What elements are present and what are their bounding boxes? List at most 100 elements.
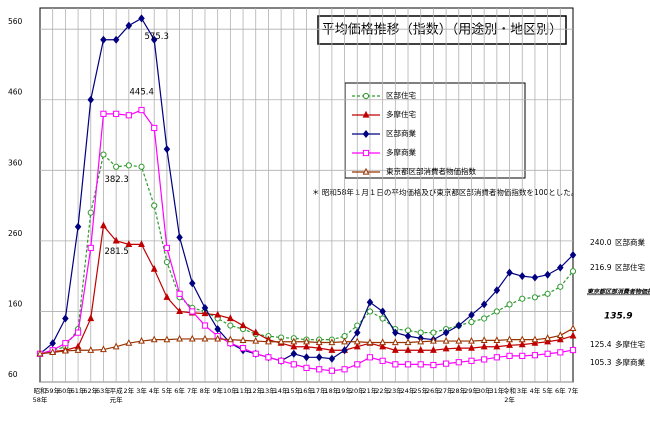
- marker: [455, 336, 463, 344]
- marker: [100, 110, 107, 117]
- marker: [379, 315, 386, 322]
- marker: [163, 244, 171, 252]
- x-tick-label: 10年: [223, 386, 238, 395]
- marker: [341, 366, 348, 373]
- marker: [176, 334, 184, 342]
- marker: [544, 334, 552, 341]
- marker: [265, 337, 272, 345]
- x-tick-label: 6年: [174, 386, 185, 395]
- marker: [328, 367, 335, 374]
- marker: [354, 361, 361, 368]
- marker: [100, 221, 107, 229]
- marker: [163, 335, 171, 343]
- marker: [392, 361, 399, 368]
- x-tick-label: 16年: [299, 386, 314, 395]
- marker: [519, 295, 526, 302]
- x-tick-label: 2年: [124, 386, 135, 395]
- marker: [366, 354, 374, 361]
- x-tick-label: 12年: [248, 386, 263, 395]
- marker: [391, 346, 399, 353]
- marker: [290, 342, 298, 350]
- marker: [481, 315, 488, 322]
- marker: [404, 361, 412, 368]
- marker: [493, 336, 501, 343]
- x-tick-label: 5年: [542, 386, 553, 395]
- x-tick-label: 61年: [71, 386, 86, 395]
- marker: [303, 364, 310, 371]
- end-value-label: 240.0: [590, 238, 612, 247]
- marker: [138, 163, 145, 170]
- marker: [531, 335, 539, 343]
- marker: [290, 349, 298, 358]
- marker: [163, 145, 171, 154]
- marker: [303, 353, 310, 362]
- marker: [544, 290, 551, 297]
- x-tick-label: 63年: [96, 386, 111, 395]
- marker: [366, 338, 374, 346]
- marker: [544, 270, 551, 279]
- x-tick-label: 19年: [337, 386, 352, 395]
- marker: [303, 342, 310, 350]
- marker: [163, 293, 171, 300]
- end-series-label: 区部住宅: [615, 262, 645, 272]
- y-tick-label: 560: [8, 17, 23, 26]
- legend-label: 多摩商業: [386, 147, 416, 157]
- x-tick-label: 平成: [110, 386, 124, 395]
- marker: [392, 328, 399, 337]
- marker: [391, 338, 399, 346]
- end-series-label: 多摩住宅: [615, 339, 645, 349]
- end-series-label: 多摩商業: [615, 357, 645, 367]
- marker: [569, 268, 577, 275]
- x-tick-label: 59年: [45, 386, 60, 395]
- marker: [239, 345, 247, 352]
- marker: [468, 343, 475, 351]
- y-tick-label: 160: [8, 299, 23, 308]
- marker: [468, 357, 475, 364]
- marker: [328, 346, 336, 353]
- marker: [366, 308, 374, 315]
- marker: [87, 346, 95, 353]
- marker: [518, 272, 526, 281]
- marker: [429, 336, 437, 344]
- x-tick-label: 60年: [58, 386, 73, 395]
- marker: [455, 321, 463, 330]
- marker: [556, 331, 564, 339]
- marker: [112, 236, 120, 244]
- marker: [87, 244, 94, 252]
- x-tick-label: 62年: [83, 386, 98, 395]
- marker: [379, 307, 386, 316]
- marker: [557, 283, 564, 290]
- marker: [455, 343, 463, 351]
- x-tick-label: 7年: [187, 386, 198, 395]
- x-tick-label: 28年: [451, 386, 466, 395]
- y-tick-label: 360: [8, 158, 23, 167]
- marker: [252, 350, 259, 357]
- legend: [344, 82, 526, 179]
- x-tick-label: 3年: [517, 386, 528, 395]
- marker: [150, 264, 158, 272]
- marker: [468, 336, 475, 344]
- x-tick-label: 29年: [464, 386, 479, 395]
- marker: [379, 342, 387, 350]
- marker: [239, 321, 247, 329]
- marker: [125, 162, 132, 169]
- x-tick-label: 13年: [261, 386, 276, 395]
- x-tick-label: 31年: [489, 386, 504, 395]
- marker: [163, 258, 171, 266]
- marker: [506, 268, 513, 277]
- marker: [112, 342, 120, 350]
- marker: [189, 279, 196, 288]
- data-label: 281.5: [104, 247, 128, 257]
- marker: [100, 151, 107, 158]
- legend-label: 東京都区部消費者物価指数: [386, 166, 476, 176]
- marker: [404, 338, 412, 346]
- legend-label: 多摩住宅: [386, 109, 416, 119]
- legend-label: 区部住宅: [386, 90, 416, 100]
- marker: [417, 346, 425, 353]
- marker: [277, 337, 285, 345]
- marker: [113, 163, 120, 170]
- x-tick-label: 6年: [555, 386, 566, 395]
- marker: [480, 300, 488, 309]
- marker: [328, 354, 336, 363]
